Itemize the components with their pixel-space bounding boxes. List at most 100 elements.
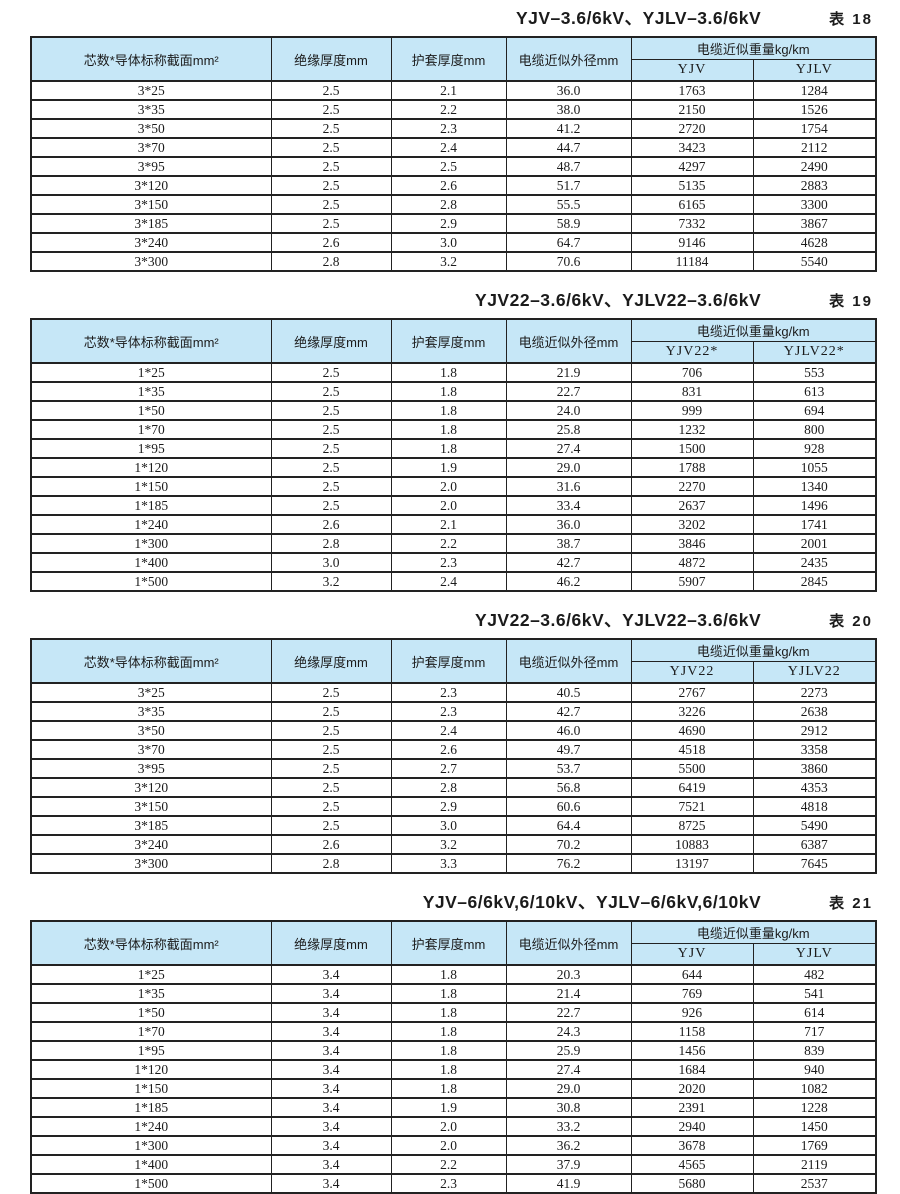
- header-weight-group: 电缆近似重量kg/km: [630, 920, 877, 944]
- cell-spec: 1*50: [30, 1002, 272, 1023]
- header-weight-group: 电缆近似重量kg/km: [630, 638, 877, 662]
- header-insulation-thickness: 绝缘厚度mm: [270, 920, 392, 966]
- cell-spec: 3*35: [30, 701, 272, 722]
- cell-insulation-thickness: 2.5: [270, 156, 392, 177]
- cell-spec: 3*185: [30, 815, 272, 836]
- cell-spec: 1*400: [30, 1154, 272, 1175]
- cell-insulation-thickness: 3.4: [270, 1059, 392, 1080]
- cell-sheath-thickness: 1.8: [390, 1002, 507, 1023]
- table-row: 1*95 3.4 1.8 25.9 1456 839: [30, 1040, 877, 1061]
- cell-insulation-thickness: 2.5: [270, 381, 392, 402]
- cell-weight-yjv: 2767: [630, 682, 754, 703]
- cell-weight-yjlv: 2001: [752, 533, 877, 554]
- cell-outer-diameter: 46.0: [505, 720, 632, 741]
- cell-weight-yjv: 2150: [630, 99, 754, 120]
- cell-weight-yjlv: 4628: [752, 232, 877, 253]
- cell-spec: 3*70: [30, 739, 272, 760]
- table-row: 3*25 2.5 2.1 36.0 1763 1284: [30, 80, 877, 101]
- cell-spec: 1*185: [30, 1097, 272, 1118]
- cell-weight-yjlv: 553: [752, 362, 877, 383]
- cell-spec: 3*25: [30, 80, 272, 101]
- cell-sheath-thickness: 2.0: [390, 495, 507, 516]
- cell-sheath-thickness: 2.0: [390, 476, 507, 497]
- cell-outer-diameter: 21.4: [505, 983, 632, 1004]
- table-number: 表 19: [829, 293, 873, 310]
- cell-insulation-thickness: 2.5: [270, 99, 392, 120]
- cell-sheath-thickness: 2.4: [390, 137, 507, 158]
- cell-weight-yjv: 2020: [630, 1078, 754, 1099]
- cell-spec: 1*120: [30, 457, 272, 478]
- cell-sheath-thickness: 2.0: [390, 1116, 507, 1137]
- cell-outer-diameter: 48.7: [505, 156, 632, 177]
- cell-weight-yjlv: 2912: [752, 720, 877, 741]
- cell-weight-yjlv: 6387: [752, 834, 877, 855]
- cell-insulation-thickness: 3.4: [270, 1078, 392, 1099]
- cell-weight-yjv: 1500: [630, 438, 754, 459]
- cell-sheath-thickness: 3.0: [390, 232, 507, 253]
- cell-insulation-thickness: 2.5: [270, 815, 392, 836]
- cell-weight-yjv: 831: [630, 381, 754, 402]
- cell-sheath-thickness: 1.8: [390, 1078, 507, 1099]
- cell-weight-yjlv: 7645: [752, 853, 877, 874]
- cell-insulation-thickness: 2.5: [270, 118, 392, 139]
- table-row: 3*185 2.5 3.0 64.4 8725 5490: [30, 815, 877, 836]
- table-row: 1*300 2.8 2.2 38.7 3846 2001: [30, 533, 877, 554]
- table-title: YJV22–3.6/6kV、YJLV22–3.6/6kV: [475, 610, 762, 630]
- table-row: 1*300 3.4 2.0 36.2 3678 1769: [30, 1135, 877, 1156]
- cell-weight-yjv: 9146: [630, 232, 754, 253]
- cell-outer-diameter: 38.7: [505, 533, 632, 554]
- cell-outer-diameter: 58.9: [505, 213, 632, 234]
- cell-weight-yjv: 926: [630, 1002, 754, 1023]
- cell-outer-diameter: 70.6: [505, 251, 632, 272]
- cell-outer-diameter: 41.2: [505, 118, 632, 139]
- cell-weight-yjlv: 4818: [752, 796, 877, 817]
- cell-insulation-thickness: 3.4: [270, 1135, 392, 1156]
- cell-sheath-thickness: 2.3: [390, 701, 507, 722]
- cell-outer-diameter: 46.2: [505, 571, 632, 592]
- cell-sheath-thickness: 2.9: [390, 213, 507, 234]
- cell-spec: 1*240: [30, 514, 272, 535]
- cell-spec: 3*70: [30, 137, 272, 158]
- cell-outer-diameter: 30.8: [505, 1097, 632, 1118]
- cell-outer-diameter: 24.0: [505, 400, 632, 421]
- cell-insulation-thickness: 3.4: [270, 1021, 392, 1042]
- cell-spec: 1*25: [30, 362, 272, 383]
- cell-weight-yjv: 7332: [630, 213, 754, 234]
- section-title-row: YJV–3.6/6kV、YJLV–3.6/6kV 表 18: [30, 5, 873, 30]
- cell-spec: 3*150: [30, 796, 272, 817]
- table-row: 3*300 2.8 3.2 70.6 11184 5540: [30, 251, 877, 272]
- table-title: YJV–3.6/6kV、YJLV–3.6/6kV: [515, 8, 762, 28]
- cell-spec: 3*95: [30, 758, 272, 779]
- cell-sheath-thickness: 2.2: [390, 533, 507, 554]
- cell-weight-yjv: 7521: [630, 796, 754, 817]
- cell-weight-yjlv: 5490: [752, 815, 877, 836]
- cell-weight-yjv: 3423: [630, 137, 754, 158]
- cell-weight-yjv: 5500: [630, 758, 754, 779]
- cell-weight-yjv: 6419: [630, 777, 754, 798]
- cell-spec: 1*50: [30, 400, 272, 421]
- cell-outer-diameter: 36.2: [505, 1135, 632, 1156]
- cell-weight-yjv: 5907: [630, 571, 754, 592]
- table-section: YJV22–3.6/6kV、YJLV22–3.6/6kV 表 19 芯数*导体标称截…: [30, 287, 878, 592]
- cell-outer-diameter: 25.8: [505, 419, 632, 440]
- cell-spec: 1*95: [30, 1040, 272, 1061]
- cell-outer-diameter: 24.3: [505, 1021, 632, 1042]
- cell-weight-yjlv: 1754: [752, 118, 877, 139]
- table-row: 3*70 2.5 2.4 44.7 3423 2112: [30, 137, 877, 158]
- cell-weight-yjlv: 2112: [752, 137, 877, 158]
- header-insulation-thickness: 绝缘厚度mm: [270, 638, 392, 684]
- cell-weight-yjlv: 5540: [752, 251, 877, 272]
- cell-weight-yjv: 3678: [630, 1135, 754, 1156]
- cell-sheath-thickness: 1.9: [390, 457, 507, 478]
- cell-weight-yjv: 4872: [630, 552, 754, 573]
- header-weight-yjv: YJV: [630, 58, 754, 82]
- cell-outer-diameter: 22.7: [505, 381, 632, 402]
- table-row: 3*150 2.5 2.8 55.5 6165 3300: [30, 194, 877, 215]
- cell-sheath-thickness: 2.1: [390, 514, 507, 535]
- table-number: 表 20: [829, 613, 873, 630]
- header-weight-group: 电缆近似重量kg/km: [630, 36, 877, 60]
- cell-insulation-thickness: 2.5: [270, 419, 392, 440]
- cell-insulation-thickness: 2.5: [270, 720, 392, 741]
- cell-weight-yjv: 999: [630, 400, 754, 421]
- table-row: 3*300 2.8 3.3 76.2 13197 7645: [30, 853, 877, 874]
